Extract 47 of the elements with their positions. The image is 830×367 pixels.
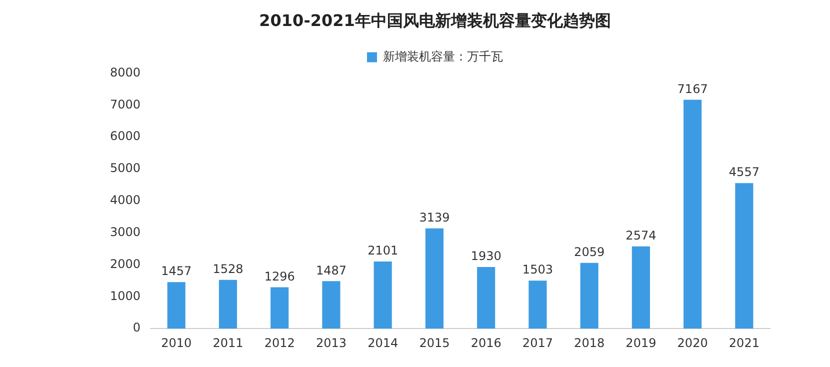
bar — [632, 246, 650, 329]
bar — [425, 228, 444, 329]
bar — [580, 262, 598, 329]
data-label: 2574 — [626, 228, 656, 243]
data-label: 4557 — [728, 165, 760, 180]
x-tick-label: 2017 — [522, 336, 553, 350]
x-tick-label: 2021 — [728, 336, 760, 350]
data-label: 2101 — [368, 244, 398, 258]
bar — [270, 287, 289, 329]
y-tick-label: 4000 — [110, 193, 141, 208]
bar — [684, 100, 702, 329]
y-tick-label: 7000 — [110, 97, 141, 112]
chart-title: 2010-2021年中国风电新增装机容量变化趋势图 — [259, 10, 611, 30]
y-tick-label: 8000 — [110, 65, 141, 80]
data-label: 7167 — [677, 82, 708, 96]
data-label: 2059 — [574, 244, 605, 259]
bar — [528, 280, 547, 329]
data-label: 1930 — [470, 249, 502, 264]
x-tick-label: 2012 — [264, 336, 295, 350]
bar — [374, 262, 392, 329]
x-tick-label: 2019 — [626, 336, 656, 350]
y-tick-label: 5000 — [110, 161, 141, 176]
bar — [218, 280, 238, 329]
x-tick-label: 2015 — [419, 336, 450, 350]
x-tick-label: 2020 — [677, 336, 708, 350]
data-label: 1503 — [522, 262, 553, 277]
x-tick-label: 2018 — [574, 336, 605, 350]
data-label: 1528 — [212, 262, 244, 276]
bar — [735, 183, 754, 329]
x-tick-label: 2010 — [161, 336, 192, 350]
data-label: 3139 — [419, 210, 450, 225]
bar — [477, 266, 496, 329]
data-label: 1487 — [316, 263, 346, 278]
y-tick-label: 6000 — [110, 129, 141, 144]
x-tick-label: 2014 — [368, 336, 398, 350]
data-label: 1457 — [161, 264, 192, 278]
y-tick-label: 3000 — [110, 224, 141, 239]
y-tick-label: 1000 — [110, 288, 141, 303]
data-label: 1296 — [264, 269, 295, 284]
y-tick-label: 0 — [132, 320, 141, 335]
bar — [167, 282, 186, 329]
bar — [322, 281, 340, 329]
legend-label: 新增装机容量：万千瓦 — [383, 49, 503, 64]
y-tick-label: 2000 — [110, 256, 141, 271]
x-tick-label: 2011 — [212, 336, 244, 350]
x-tick-label: 2016 — [470, 336, 502, 350]
x-tick-label: 2013 — [316, 336, 346, 350]
